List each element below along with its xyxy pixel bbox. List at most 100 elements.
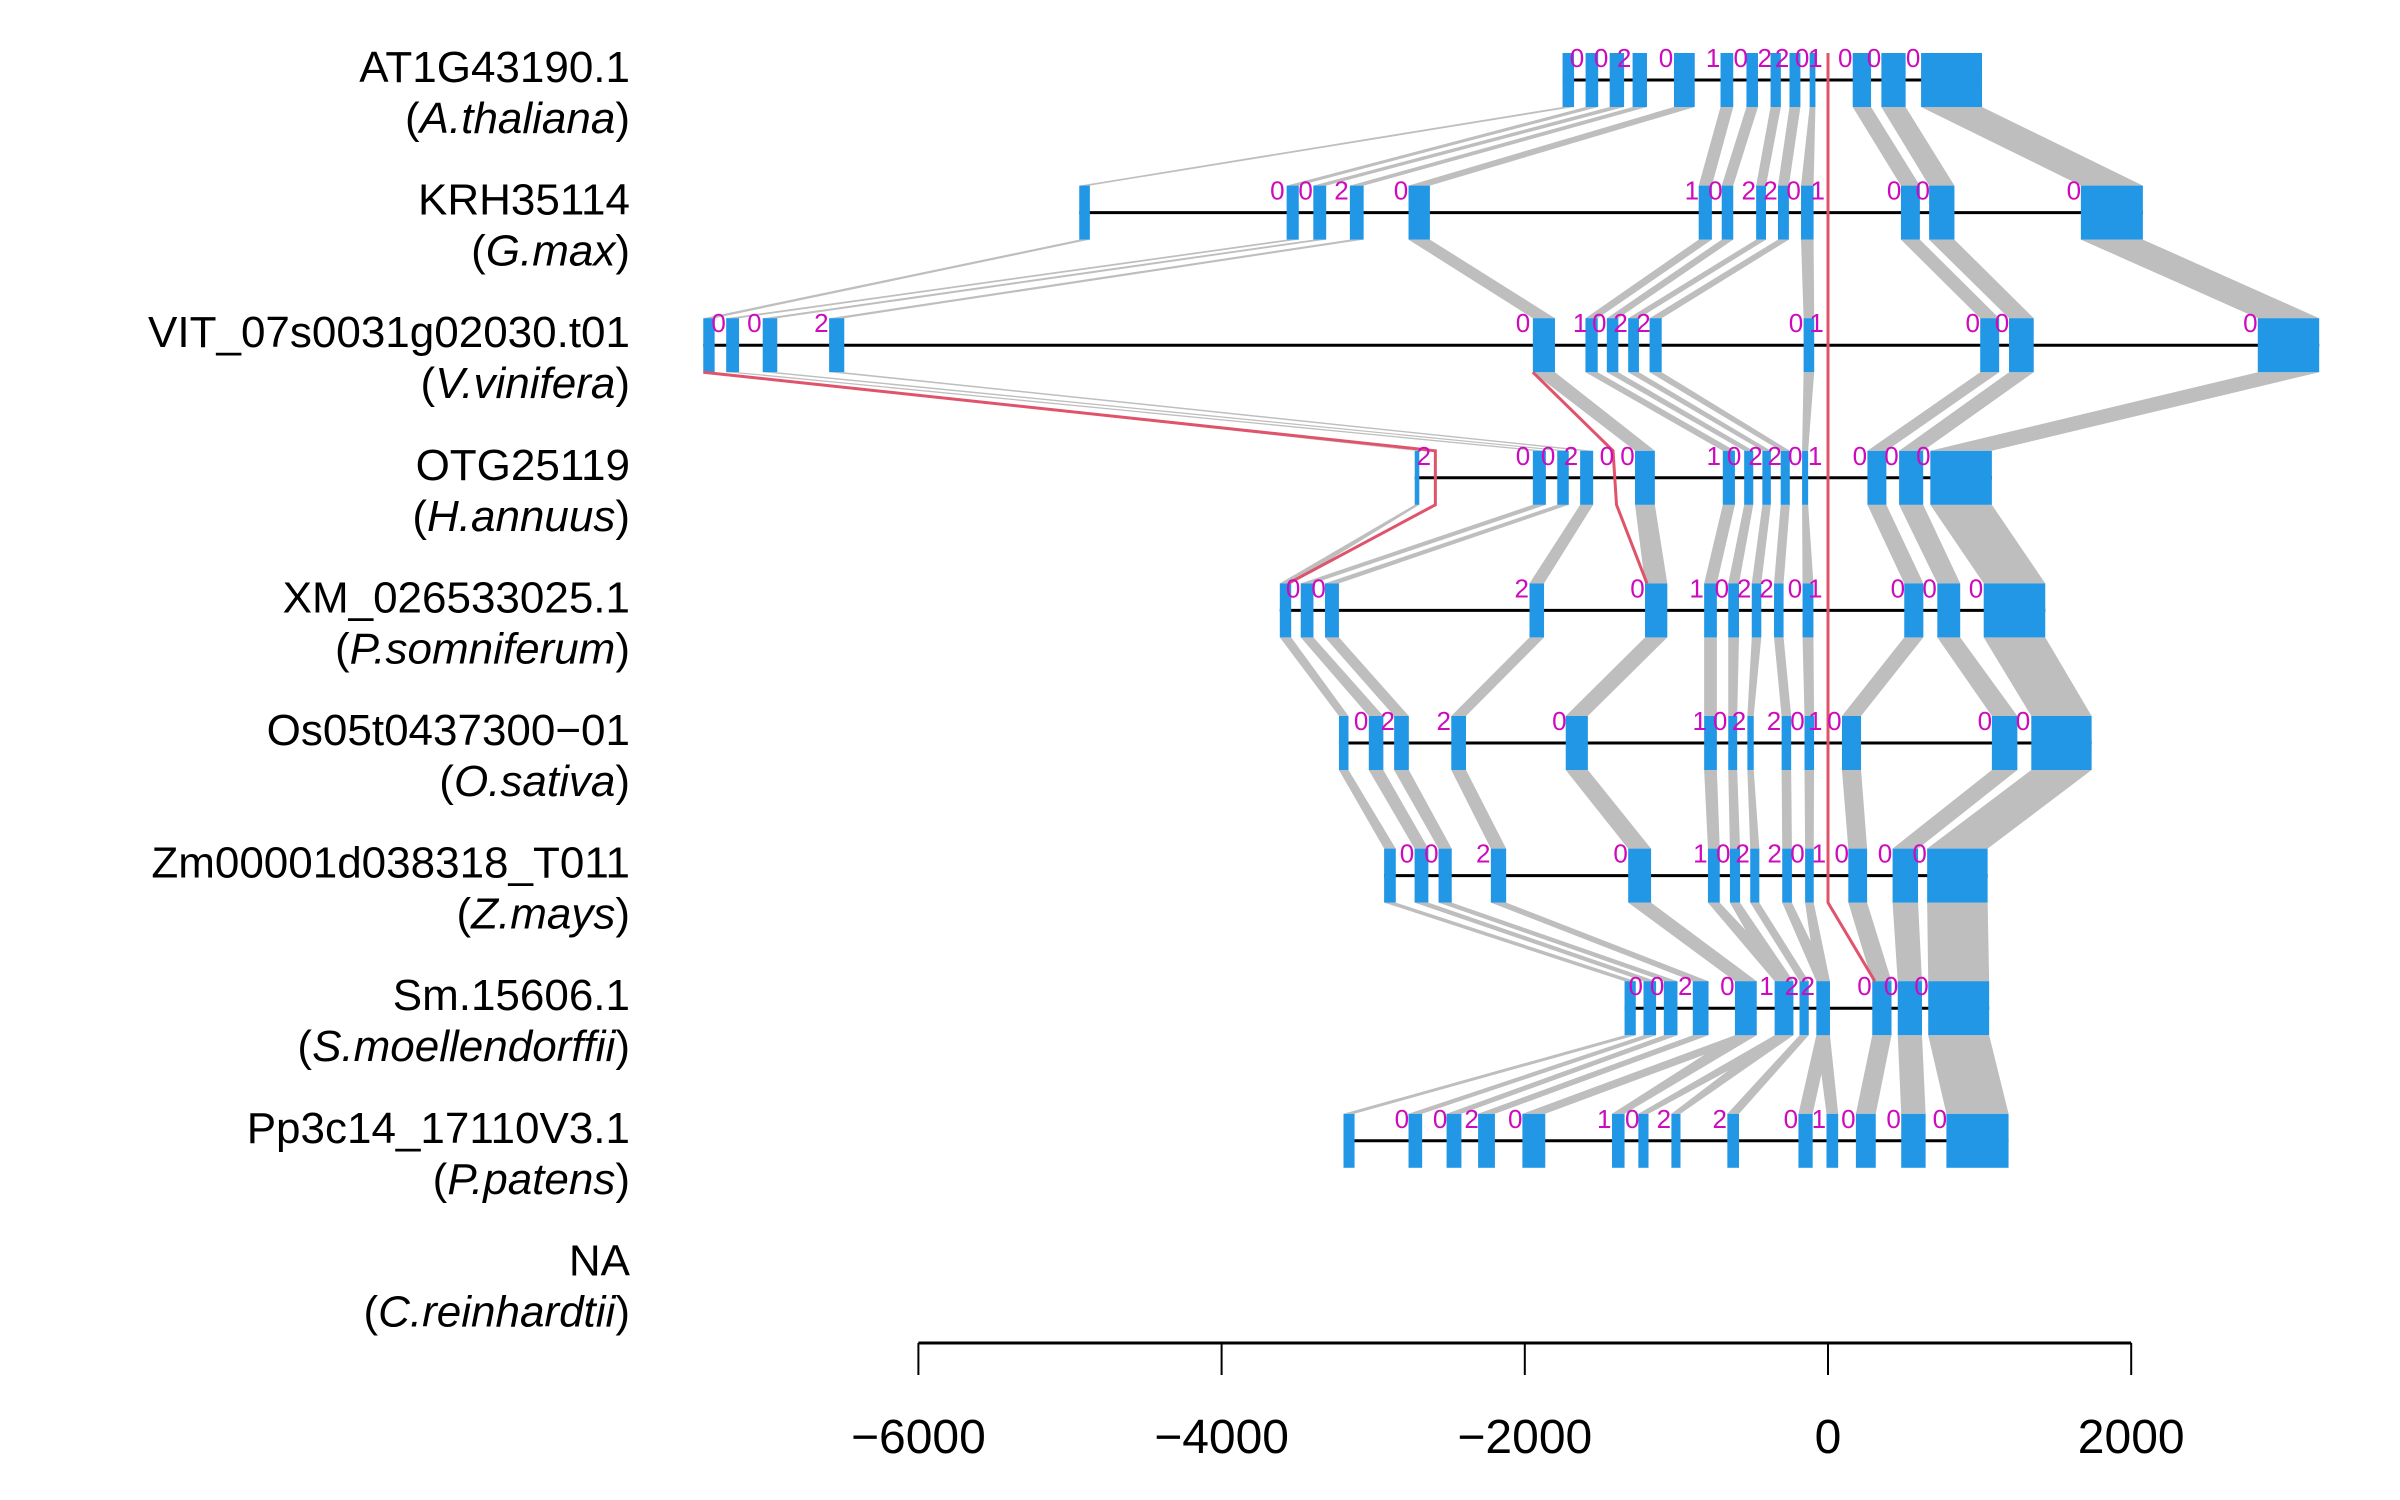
intron-phase-label: 1: [1685, 176, 1699, 206]
exon: [1799, 981, 1809, 1036]
intron-phase-label: 1: [1810, 176, 1824, 206]
intron-phase-label: 0: [1853, 441, 1867, 471]
intron-phase-label: 2: [1759, 573, 1773, 603]
intron-phase-label: 0: [1922, 573, 1936, 603]
exon: [1632, 53, 1647, 107]
intron-phase-label: 0: [1966, 308, 1980, 338]
intron-phase-label: 0: [1570, 43, 1584, 73]
intron-phase-label: 0: [1708, 176, 1722, 206]
exon-link: [1774, 504, 1790, 584]
intron-phase-label: 2: [1785, 971, 1799, 1001]
exon: [1414, 848, 1429, 903]
intron-phase-label: 0: [1395, 1104, 1409, 1134]
gene-track: [703, 318, 2320, 373]
exon: [1671, 1113, 1681, 1168]
exon: [2257, 318, 2320, 373]
intron-phase-label: 1: [1693, 706, 1707, 736]
highlight-path: [1531, 371, 1649, 584]
exon-link: [1930, 372, 2320, 451]
exon-link: [1324, 504, 1569, 584]
exon: [1729, 848, 1741, 903]
intron-phase-label: 0: [1906, 43, 1920, 73]
gene-label: NA(C.reinhardtii): [363, 1236, 630, 1336]
gene-label: KRH35114(G.max): [418, 176, 630, 276]
gene-labels: AT1G43190.1(A.thaliana) KRH35114(G.max) VI…: [148, 43, 2258, 1336]
exon: [1451, 716, 1466, 770]
exon: [1721, 185, 1734, 240]
exon-link: [1897, 1035, 1926, 1114]
exon-link: [1802, 372, 1815, 451]
exon: [2080, 185, 2143, 240]
intron-phase-label: 1: [1706, 441, 1720, 471]
exon-link: [1384, 902, 1636, 982]
exon: [1490, 848, 1507, 903]
intron-phase-label: 2: [1748, 441, 1762, 471]
gene-id: VIT_07s0031g02030.t01: [148, 308, 630, 357]
gene-label: Sm.15606.1(S.moellendorffii): [297, 971, 630, 1071]
exon: [1750, 848, 1760, 903]
exon: [1780, 450, 1790, 505]
exon: [1852, 53, 1872, 107]
exon: [1756, 185, 1766, 240]
gene-label: XM_026533025.1(P.somniferum): [283, 573, 630, 673]
gene-id: NA: [569, 1236, 631, 1285]
exon: [1645, 583, 1668, 638]
intron-phase-label: 2: [1767, 839, 1781, 869]
exon-link: [1802, 504, 1814, 584]
intron-phase-label: 2: [1515, 573, 1529, 603]
gene-id: XM_026533025.1: [283, 573, 630, 622]
exon: [1643, 981, 1657, 1036]
intron-phase-label: 0: [1713, 706, 1727, 736]
intron-phase-label: 1: [1812, 839, 1826, 869]
gene-label: OTG25119(H.annuus): [412, 441, 630, 541]
exon: [1804, 716, 1815, 770]
exon-link: [1721, 107, 1758, 186]
intron-phase-label: 0: [1716, 839, 1730, 869]
exon-link: [1279, 637, 1349, 716]
intron-phase-label: 0: [1650, 971, 1664, 1001]
exon: [1611, 1113, 1625, 1168]
intron-phase-label: 0: [1933, 1104, 1947, 1134]
gene-track: [1384, 848, 1988, 903]
exon-link: [1728, 770, 1741, 849]
gene-track: [1414, 450, 1992, 505]
exon: [1746, 53, 1758, 107]
exon: [1798, 1113, 1813, 1168]
intron-phase-label: 0: [1508, 1104, 1522, 1134]
exon: [1901, 1113, 1926, 1168]
intron-phase-label: 2: [1464, 1104, 1478, 1134]
exon: [1927, 848, 1988, 903]
intron-phase-label: 0: [1867, 43, 1881, 73]
exon: [1728, 583, 1740, 638]
gene-id: AT1G43190.1: [359, 43, 630, 92]
exon-link: [1635, 504, 1668, 584]
exon-link: [762, 372, 1569, 451]
intron-phase-label: 2: [1381, 706, 1395, 736]
highlight-paths: [703, 53, 1877, 982]
exon: [1802, 450, 1809, 505]
exon-link: [1408, 1035, 1657, 1114]
gene-label: VIT_07s0031g02030.t01(V.vinifera): [148, 308, 630, 408]
exon: [1529, 583, 1545, 638]
exon: [1313, 185, 1327, 240]
intron-phase-label: 1: [1597, 1104, 1611, 1134]
exon: [1478, 1113, 1495, 1168]
exon-link: [1900, 239, 2000, 319]
exon-link: [1300, 637, 1384, 716]
intron-phase-label: 2: [1617, 43, 1631, 73]
exon: [1777, 185, 1789, 240]
exon: [1803, 318, 1815, 373]
exon-link: [1490, 902, 1709, 982]
exon-link: [1446, 1035, 1678, 1114]
exon: [1408, 185, 1430, 240]
exon-link: [1892, 770, 2018, 849]
exon-link: [1774, 637, 1792, 716]
exon-link: [1704, 504, 1735, 584]
exon-link: [1286, 107, 1599, 186]
intron-phase-label: 2: [1767, 706, 1781, 736]
exon: [1747, 716, 1754, 770]
species-name: (C.reinhardtii): [363, 1287, 630, 1336]
axis-tick-label: −2000: [1457, 1411, 1592, 1464]
gene-label: Zm00001d038318_T011(Z.mays): [151, 839, 630, 939]
exon-link: [1927, 770, 2092, 849]
